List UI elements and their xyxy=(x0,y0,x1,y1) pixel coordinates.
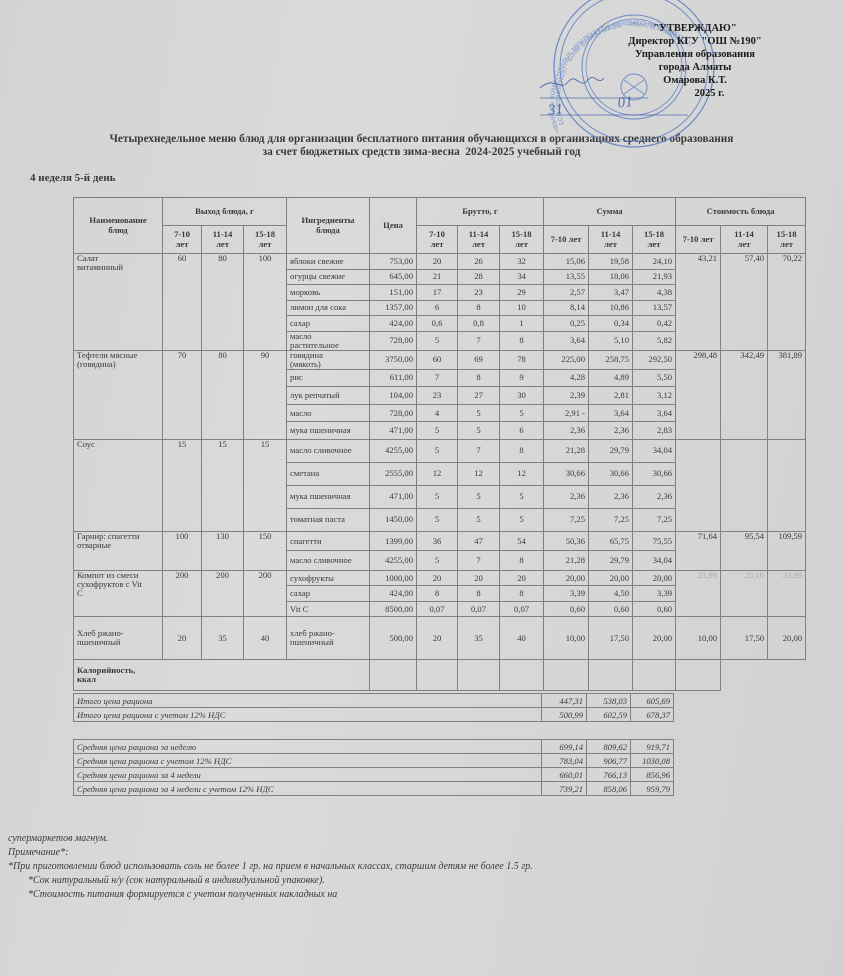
svg-text:31: 31 xyxy=(546,101,564,119)
